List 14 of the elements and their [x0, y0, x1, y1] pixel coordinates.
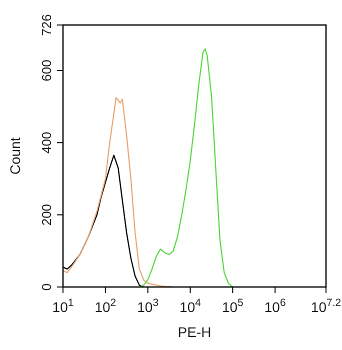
y-tick-label: 600: [39, 60, 54, 82]
y-tick-label: 400: [39, 132, 54, 154]
x-tick-label: 10$^{2}$: [94, 297, 116, 315]
x-tick-label: 10$^{7.2}$: [310, 297, 342, 315]
x-tick-label: 10$^{1}$: [52, 297, 74, 315]
x-axis-title: PE-H: [178, 324, 212, 340]
y-tick-label: 200: [39, 204, 54, 226]
y-tick-label: 726: [39, 14, 54, 36]
x-tick-label: 10$^{4}$: [180, 297, 202, 315]
y-axis-title: Count: [7, 137, 23, 175]
y-tick-label: 0: [39, 283, 54, 291]
x-tick-label: 10$^{5}$: [222, 297, 244, 315]
x-tick-label: 10$^{3}$: [137, 297, 159, 315]
x-tick-label: 10$^{6}$: [264, 297, 286, 315]
